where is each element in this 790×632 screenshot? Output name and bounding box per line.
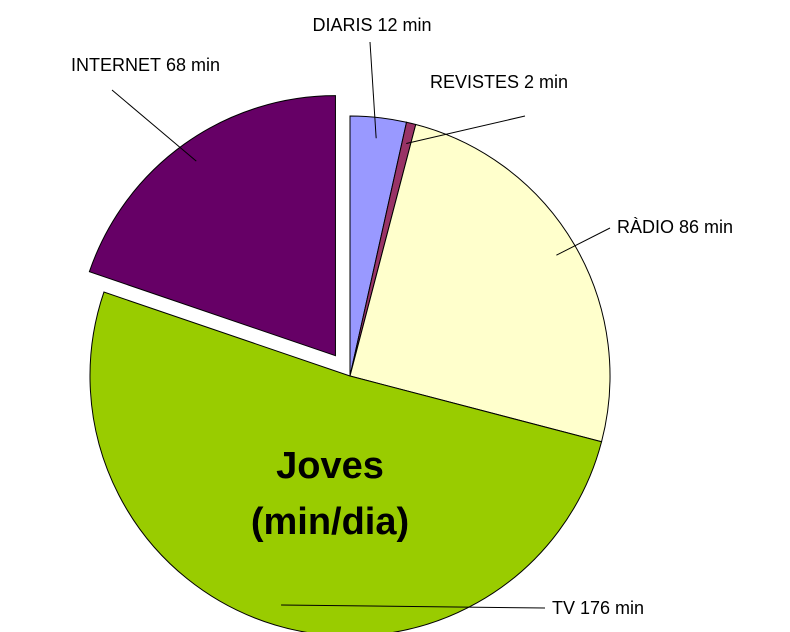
slice-label: INTERNET 68 min: [71, 55, 220, 75]
value-label: 68 min: [166, 55, 220, 75]
category-label: INTERNET: [71, 55, 161, 75]
value-label: 2 min: [524, 72, 568, 92]
category-label: TV: [552, 598, 575, 618]
slice-label: REVISTES 2 min: [430, 72, 568, 92]
category-label: REVISTES: [430, 72, 519, 92]
labels: DIARIS 12 min REVISTES 2 min RÀDIO 86 min TV 17…: [71, 15, 733, 618]
value-label: 86 min: [679, 217, 733, 237]
category-label: DIARIS: [312, 15, 372, 35]
pie-slice: [349, 123, 611, 443]
chart-title: Joves (min/dia): [251, 445, 409, 543]
category-label: RÀDIO: [617, 217, 674, 237]
pie-slice: [88, 95, 336, 357]
leader-line: [111, 89, 197, 162]
pie-slice: [89, 291, 603, 632]
leader-line: [281, 604, 546, 609]
value-label: 12 min: [377, 15, 431, 35]
value-label: 176 min: [580, 598, 644, 618]
leader-line: [556, 227, 611, 256]
leader-line: [369, 41, 377, 139]
slice-label: TV 176 min: [552, 598, 644, 618]
slice-label: RÀDIO 86 min: [617, 217, 733, 237]
pie: [88, 95, 611, 632]
slice-label: DIARIS 12 min: [312, 15, 431, 35]
leader-line: [406, 115, 526, 144]
